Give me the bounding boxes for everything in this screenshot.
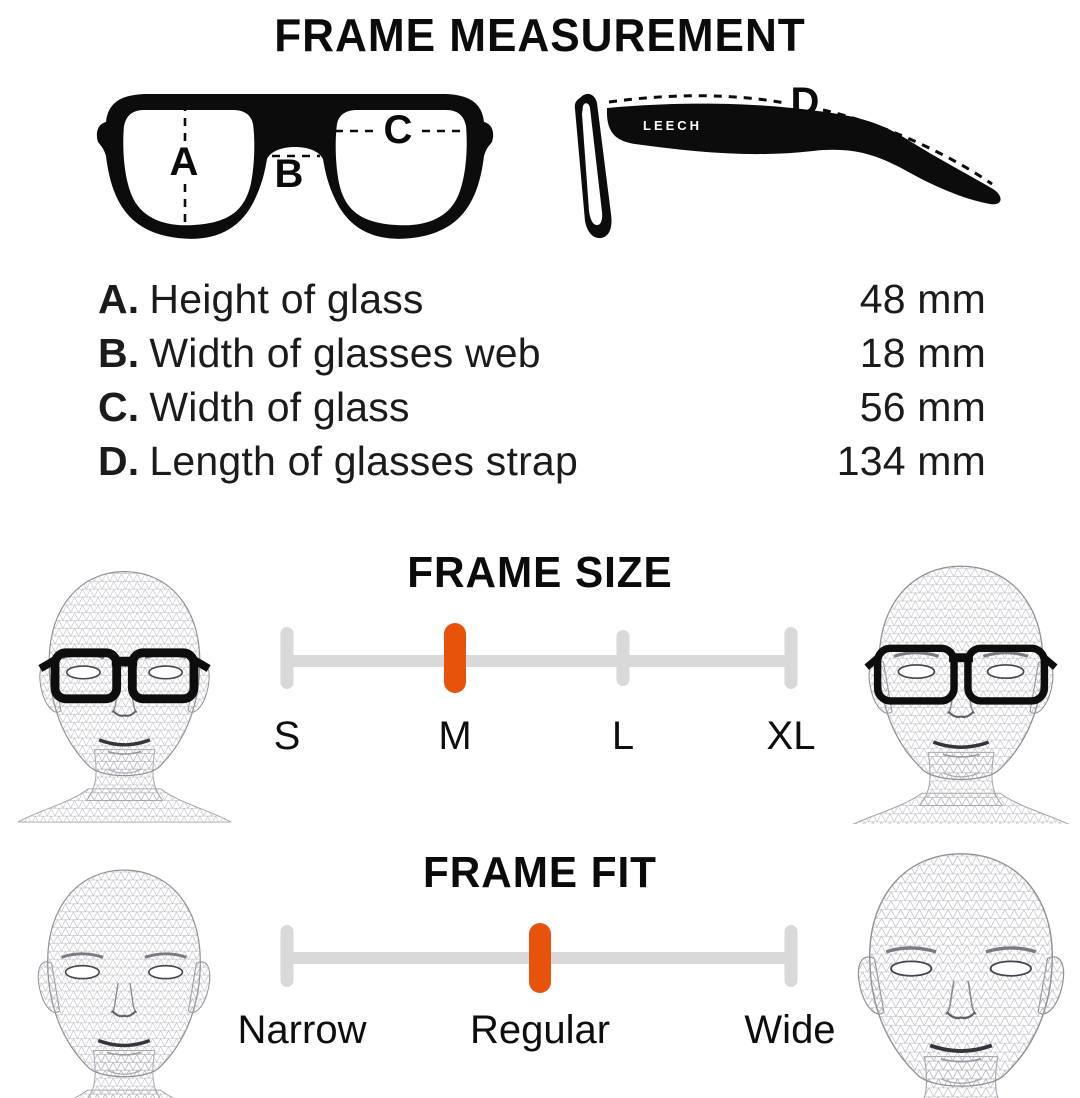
glasses-side-diagram: LEECH D: [574, 80, 1001, 239]
measurement-value: 18 mm: [859, 330, 986, 376]
measurement-label: Length of glasses strap: [149, 438, 578, 484]
measurement-key: C.: [98, 384, 140, 430]
measurement-row-b: B. Width of glasses web 18 mm: [98, 330, 986, 384]
diagram-label-c: C: [384, 108, 413, 152]
measurement-row-c: C. Width of glass 56 mm: [98, 384, 986, 438]
slider-tick-xl: [784, 627, 798, 689]
slider-tick-s: [280, 627, 294, 689]
frame-fit-slider: [280, 923, 798, 993]
slider-track: [283, 655, 797, 667]
slider-tick-wide: [784, 925, 798, 987]
slider-tick-l: [616, 630, 630, 686]
size-option-xl: XL: [766, 714, 816, 758]
measurement-value: 134 mm: [836, 438, 986, 484]
frame-size-slider: [280, 623, 798, 693]
measurement-row-d: D. Length of glasses strap 134 mm: [98, 438, 986, 492]
wireframe-head: [843, 854, 1079, 1098]
glasses-front-frame: [96, 94, 494, 239]
measurement-key: D.: [98, 438, 140, 484]
size-option-l: L: [611, 714, 635, 758]
glasses-front-diagram: A B C: [96, 94, 494, 239]
measurement-label: Height of glass: [149, 276, 424, 322]
fit-option-regular: Regular: [469, 1008, 611, 1052]
temple-lens-highlight: [582, 103, 603, 226]
diagram-label-a: A: [170, 140, 199, 184]
diagram-label-d: D: [791, 80, 820, 124]
slider-marker-selected-m: [444, 623, 466, 693]
measure-line-d-right: [822, 108, 993, 186]
wireframe-head-fit-narrow: [14, 868, 234, 1098]
measure-line-d-left: [608, 94, 786, 105]
measurement-list: A. Height of glass 48 mm B. Width of gla…: [98, 276, 986, 492]
size-option-m: M: [438, 714, 472, 758]
measurement-key: B.: [98, 330, 140, 376]
fit-option-wide: Wide: [744, 1008, 836, 1052]
wireframe-head-fit-wide: [843, 850, 1079, 1098]
slider-marker-selected-regular: [529, 923, 551, 993]
measurement-label: Width of glasses web: [149, 330, 541, 376]
size-option-s: S: [273, 714, 301, 758]
frame-size-title: FRAME SIZE: [407, 548, 673, 597]
page-title: FRAME MEASUREMENT: [274, 9, 806, 61]
measurement-label: Width of glass: [149, 384, 410, 430]
measurement-row-a: A. Height of glass 48 mm: [98, 276, 986, 330]
fit-option-narrow: Narrow: [237, 1008, 367, 1052]
wireframe-head-size-large: [846, 564, 1076, 824]
wireframe-head: [16, 569, 233, 824]
measurement-key: A.: [98, 276, 140, 322]
temple-arm: [606, 103, 1001, 205]
wireframe-head-size-small: [16, 569, 233, 824]
wireframe-head: [14, 868, 234, 1098]
measurement-value: 56 mm: [859, 384, 986, 430]
diagram-label-b: B: [275, 152, 304, 196]
frame-fit-title: FRAME FIT: [423, 848, 657, 897]
brand-logo: LEECH: [643, 118, 702, 133]
slider-tick-narrow: [280, 925, 294, 987]
measurement-value: 48 mm: [859, 276, 986, 322]
